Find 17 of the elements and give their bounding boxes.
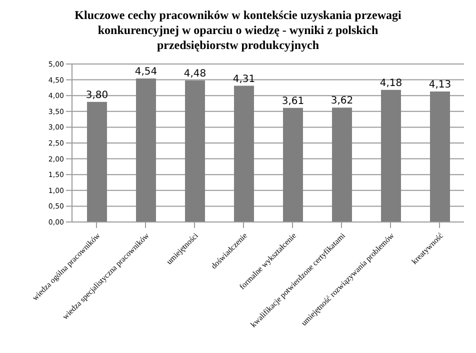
bar	[430, 91, 450, 222]
bar	[332, 108, 352, 222]
data-label: 3,61	[282, 96, 304, 107]
data-label: 4,13	[428, 79, 452, 90]
data-label: 4,31	[232, 74, 256, 85]
bar	[87, 102, 107, 222]
data-label: 3,62	[330, 96, 354, 107]
data-label: 4,18	[380, 78, 402, 89]
bar	[136, 78, 156, 222]
data-label: 4,54	[134, 66, 158, 78]
bar	[185, 80, 205, 222]
bar	[381, 90, 401, 222]
chart-title: Kluczowe cechy pracowników w kontekście uzyskania przewagi konkurencyjnej w oparciu o wiedzę - wyniki z polskich przedsiębiorstw produkcyjnych	[74, 8, 402, 54]
data-label: 4,48	[184, 68, 206, 80]
bar	[234, 86, 254, 222]
data-label: 3,80	[86, 90, 108, 101]
bar	[283, 108, 303, 222]
